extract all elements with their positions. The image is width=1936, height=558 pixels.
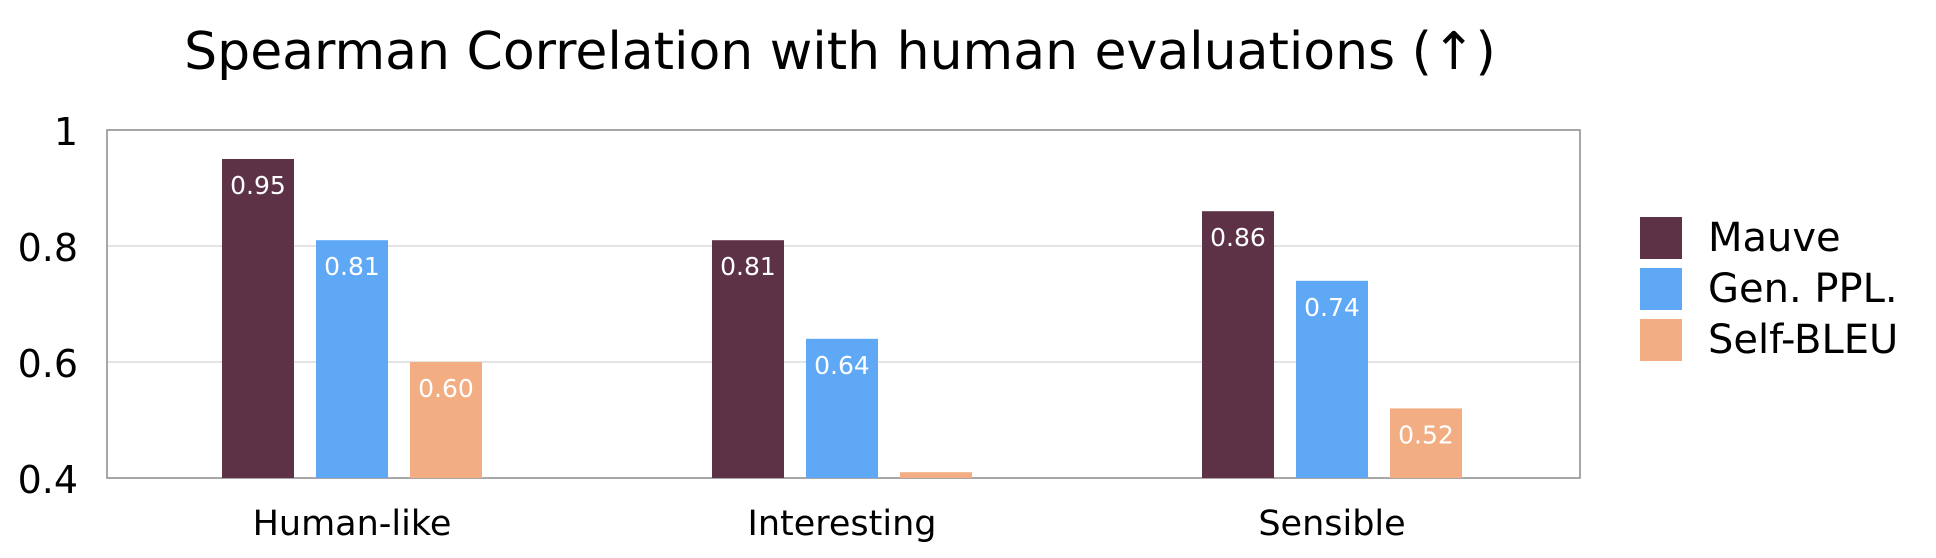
chart-title: Spearman Correlation with human evaluati… (184, 22, 1496, 82)
legend-swatch-self-bleu (1640, 318, 1682, 361)
data-label: 0.86 (1210, 223, 1266, 252)
legend: Mauve Gen. PPL. Self-BLEU (1640, 212, 1898, 365)
data-label: 0.95 (230, 171, 286, 200)
legend-swatch-mauve (1640, 216, 1682, 259)
y-tick-label: 1 (54, 110, 78, 154)
data-label: 0.52 (1398, 420, 1454, 449)
data-label: 0.81 (324, 252, 380, 281)
bar (712, 240, 784, 478)
data-label: 0.81 (720, 252, 776, 281)
legend-item-gen-ppl: Gen. PPL. (1640, 263, 1898, 314)
legend-swatch-gen-ppl (1640, 267, 1682, 310)
bar (410, 362, 482, 478)
bar (1390, 408, 1462, 478)
x-tick-label: Sensible (1258, 504, 1405, 544)
y-tick-label: 0.6 (18, 342, 78, 386)
bar (1202, 211, 1274, 478)
legend-item-mauve: Mauve (1640, 212, 1898, 263)
data-label: 0.60 (418, 374, 474, 403)
legend-item-self-bleu: Self-BLEU (1640, 314, 1898, 365)
y-tick-label: 0.4 (18, 458, 78, 502)
bar (806, 338, 878, 478)
x-tick-label: Human-like (253, 504, 452, 544)
legend-label-mauve: Mauve (1708, 214, 1841, 261)
bar (900, 472, 972, 478)
y-tick-label: 0.8 (18, 226, 78, 270)
legend-label-gen-ppl: Gen. PPL. (1708, 265, 1898, 312)
legend-label-self-bleu: Self-BLEU (1708, 316, 1899, 363)
bar (316, 240, 388, 478)
x-tick-label: Interesting (748, 504, 937, 544)
data-label: 0.64 (814, 351, 870, 380)
bar (1296, 280, 1368, 478)
data-label: 0.74 (1304, 293, 1360, 322)
bar (222, 159, 294, 478)
